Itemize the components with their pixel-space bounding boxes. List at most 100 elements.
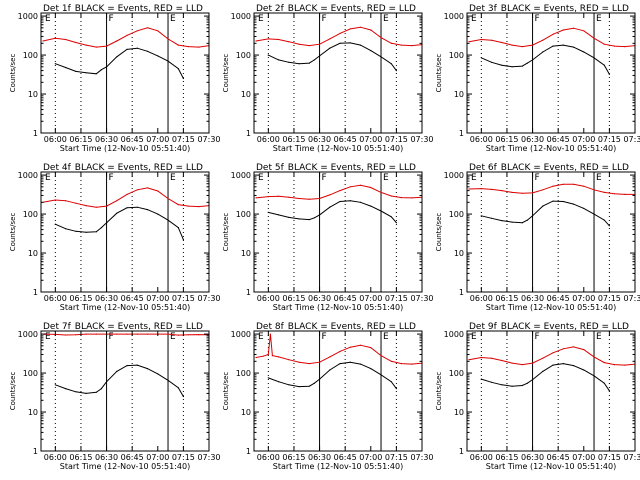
series-point-lld [359,184,362,186]
series-point-lld [198,334,200,336]
series-point-lld [329,194,331,196]
panel-title-legend: BLACK = Events, RED = LLD [501,4,629,14]
series-point-lld [411,197,413,199]
series-point-lld [54,37,56,39]
series-point-lld [319,43,321,45]
series-point-lld [278,356,280,358]
series-line-events [481,200,610,227]
series-point-events [380,56,382,58]
series-point-events [106,222,108,224]
series-point-events [562,200,564,203]
series-point-events [339,200,341,203]
plot-frame [466,330,636,452]
series-point-events [501,220,503,222]
series-point-events [146,50,149,52]
interval-marker-label: E [258,173,264,183]
series-point-lld [480,38,482,41]
series-point-events [267,54,269,56]
panel-title: Det 8f BLACK = Events, RED = LLD [256,322,416,332]
series-point-lld [532,362,534,364]
y-tick-label: 1000 [231,171,251,180]
series-point-lld [552,185,554,187]
interval-marker-label: F [322,14,327,24]
series-point-lld [157,190,159,192]
series-line-lld [42,187,210,208]
series-point-lld [390,360,392,362]
series-point-events [532,215,534,217]
series-point-lld [380,355,382,357]
series-point-lld [319,197,321,200]
series-line-events [268,361,397,389]
series-point-lld [593,189,595,191]
series-point-lld [126,193,128,195]
series-line-lld [42,27,210,48]
series-point-lld [116,40,118,42]
y-tick-label: 100 [236,369,251,378]
x-tick-label: 06:15 [282,453,305,462]
series-point-events [267,211,269,213]
interval-marker-label: E [45,14,51,24]
series-point-events [65,388,67,390]
series-point-lld [468,41,470,43]
series-point-lld [624,193,626,195]
series-point-lld [468,188,470,190]
series-line-events [481,44,610,75]
series-point-events [75,391,77,393]
series-point-lld [269,333,271,335]
series-point-events [608,73,611,75]
series-point-lld [54,199,56,201]
y-tick-label: 1 [246,447,251,456]
series-point-events [603,219,605,221]
panel-title: Det 1f BLACK = Events, RED = LLD [43,4,203,14]
series-point-lld [339,32,341,35]
series-point-lld [255,356,257,359]
x-tick-label: 06:00 [257,135,280,144]
x-tick-label: 06:00 [470,135,493,144]
series-point-events [106,381,108,383]
interval-marker-label: E [471,173,477,183]
series-point-events [370,50,372,52]
x-tick-label: 07:15 [385,453,408,462]
y-tick-label: 1 [459,129,464,138]
series-line-events [55,364,184,397]
series-point-lld [187,205,190,207]
series-point-events [542,205,544,207]
series-point-lld [562,183,564,185]
interval-marker-label: E [596,14,602,24]
series-point-events [329,369,331,371]
series-point-lld [255,197,257,199]
y-tick-label: 10 [454,90,464,99]
interval-marker-label: E [596,173,602,183]
series-point-events [370,205,372,207]
x-tick-label: 07:15 [598,135,621,144]
series-point-events [526,62,529,64]
series-point-lld [278,38,280,41]
interval-marker-label: E [596,332,602,342]
series-point-events [54,63,56,65]
series-line-lld [255,184,423,200]
x-tick-label: 07:00 [359,135,382,144]
series-point-lld [521,364,523,366]
series-point-lld [255,40,257,42]
series-point-events [511,221,513,223]
series-point-events [395,70,397,72]
x-tick-label: 06:30 [308,453,331,462]
y-tick-label: 100 [236,51,251,60]
series-point-lld [136,189,138,191]
x-tick-label: 06:45 [121,135,144,144]
series-point-events [146,209,149,211]
panel-title-detector: Det 9f [469,322,498,332]
panel-title-legend: BLACK = Events, RED = LLD [288,322,416,332]
y-tick-label: 10 [28,90,38,99]
x-tick-label: 06:30 [95,135,118,144]
x-axis-title: Start Time (12-Nov-10 05:51:40) [60,144,190,153]
series-point-events [501,64,503,66]
series-point-lld [613,364,616,366]
series-point-lld [85,333,87,335]
panel-title-legend: BLACK = Events, RED = LLD [288,163,416,173]
x-tick-label: 07:15 [598,294,621,303]
